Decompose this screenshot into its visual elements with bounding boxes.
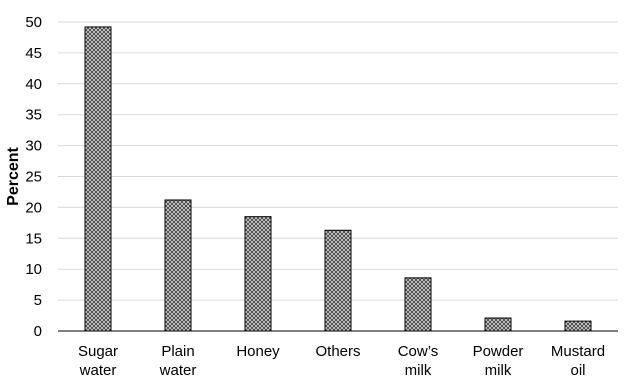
gridlines	[58, 21, 618, 301]
x-category-label: Powder milk	[473, 343, 524, 379]
y-tick-label: 40	[25, 76, 42, 93]
y-tick-label: 10	[25, 261, 42, 278]
bar	[84, 26, 112, 332]
y-tick-label: 0	[34, 323, 42, 340]
y-tick-label: 30	[25, 138, 42, 155]
y-tick-label: 50	[25, 14, 42, 31]
x-axis-labels: Sugar water Plain water Honey Others Cow’s milk…	[78, 343, 605, 379]
bars	[84, 26, 592, 332]
bar	[484, 317, 512, 332]
x-category-label: Others	[315, 343, 360, 360]
y-tick-label: 15	[25, 230, 42, 247]
y-tick-label: 20	[25, 199, 42, 216]
x-category-label: Sugar water	[78, 343, 118, 379]
bar	[324, 229, 352, 332]
x-category-label: Mustard oil	[551, 343, 605, 379]
y-tick-label: 45	[25, 45, 42, 62]
y-tick-label: 25	[25, 169, 42, 186]
bar	[564, 320, 592, 332]
bar	[404, 277, 432, 332]
bar	[164, 199, 192, 332]
y-tick-label: 35	[25, 107, 42, 124]
y-axis-ticks: 0 5 10 15 20 25 30 35 40 45 50	[25, 14, 42, 340]
y-tick-label: 5	[34, 292, 42, 309]
x-category-label: Honey	[236, 343, 280, 360]
y-axis-title: Percent	[5, 146, 22, 205]
x-category-label: Plain water	[159, 343, 197, 379]
bar	[244, 216, 272, 332]
x-category-label: Cow’s milk	[398, 343, 439, 379]
